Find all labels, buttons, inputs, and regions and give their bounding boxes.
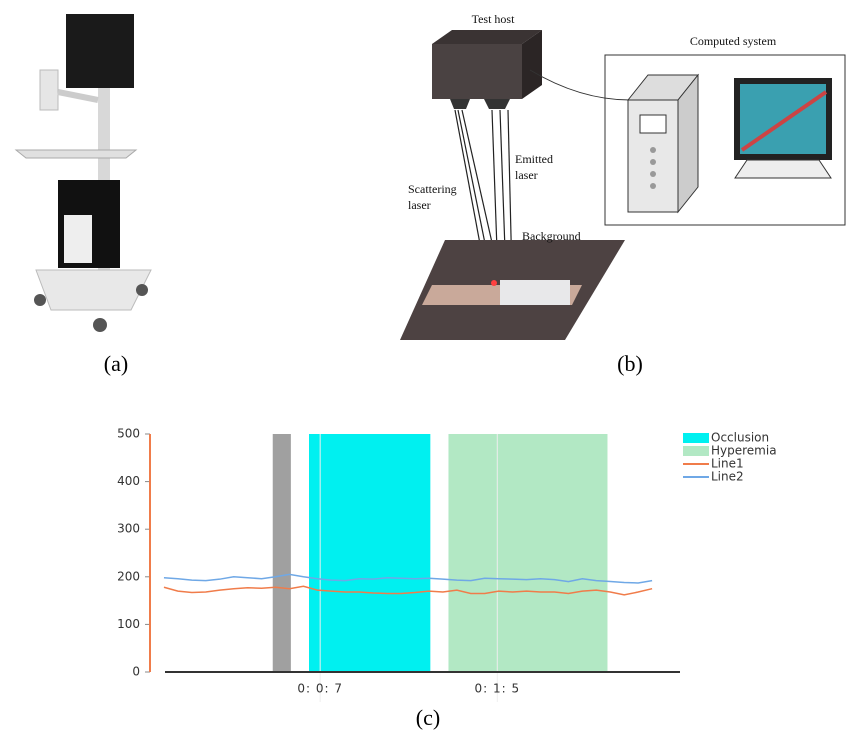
diagram-label: laser — [515, 168, 538, 182]
chart: 0: 0: 7 0: 1: 5 0 100 200 300 400 500 OcclusionH… — [117, 427, 776, 703]
y-tick-label: 200 — [117, 569, 140, 583]
diagram-label: Scattering — [408, 182, 457, 196]
region — [448, 434, 607, 672]
setup-diagram — [400, 30, 845, 340]
legend-label: Line1 — [711, 457, 744, 471]
legend-label: Occlusion — [711, 431, 769, 445]
cart-photo — [16, 14, 151, 332]
diagram-label: Emitted — [515, 152, 553, 166]
diagram-label: Background — [522, 229, 581, 243]
legend-swatch — [683, 433, 709, 443]
legend-label: Line2 — [711, 470, 744, 484]
panel-label: (b) — [617, 351, 643, 376]
y-tick-label: 300 — [117, 522, 140, 536]
page: (a) Test host Computed system Emitted la… — [0, 0, 855, 741]
x-tick-label: 0: 1: 5 — [474, 682, 520, 696]
y-tick-label: 0 — [132, 665, 140, 679]
diagram-label: laser — [408, 198, 431, 212]
x-tick-label: 0: 0: 7 — [297, 682, 343, 696]
panel-label: (a) — [104, 351, 128, 376]
region — [273, 434, 291, 672]
figure: (a) Test host Computed system Emitted la… — [0, 0, 855, 736]
panel-label: (c) — [416, 705, 440, 730]
diagram-label: Computed system — [690, 34, 777, 48]
y-tick-label: 400 — [117, 474, 140, 488]
legend-label: Hyperemia — [711, 444, 777, 458]
region — [309, 434, 430, 672]
y-tick-label: 500 — [117, 427, 140, 441]
diagram-label: Test host — [472, 12, 515, 26]
legend-swatch — [683, 446, 709, 456]
y-tick-label: 100 — [117, 617, 140, 631]
